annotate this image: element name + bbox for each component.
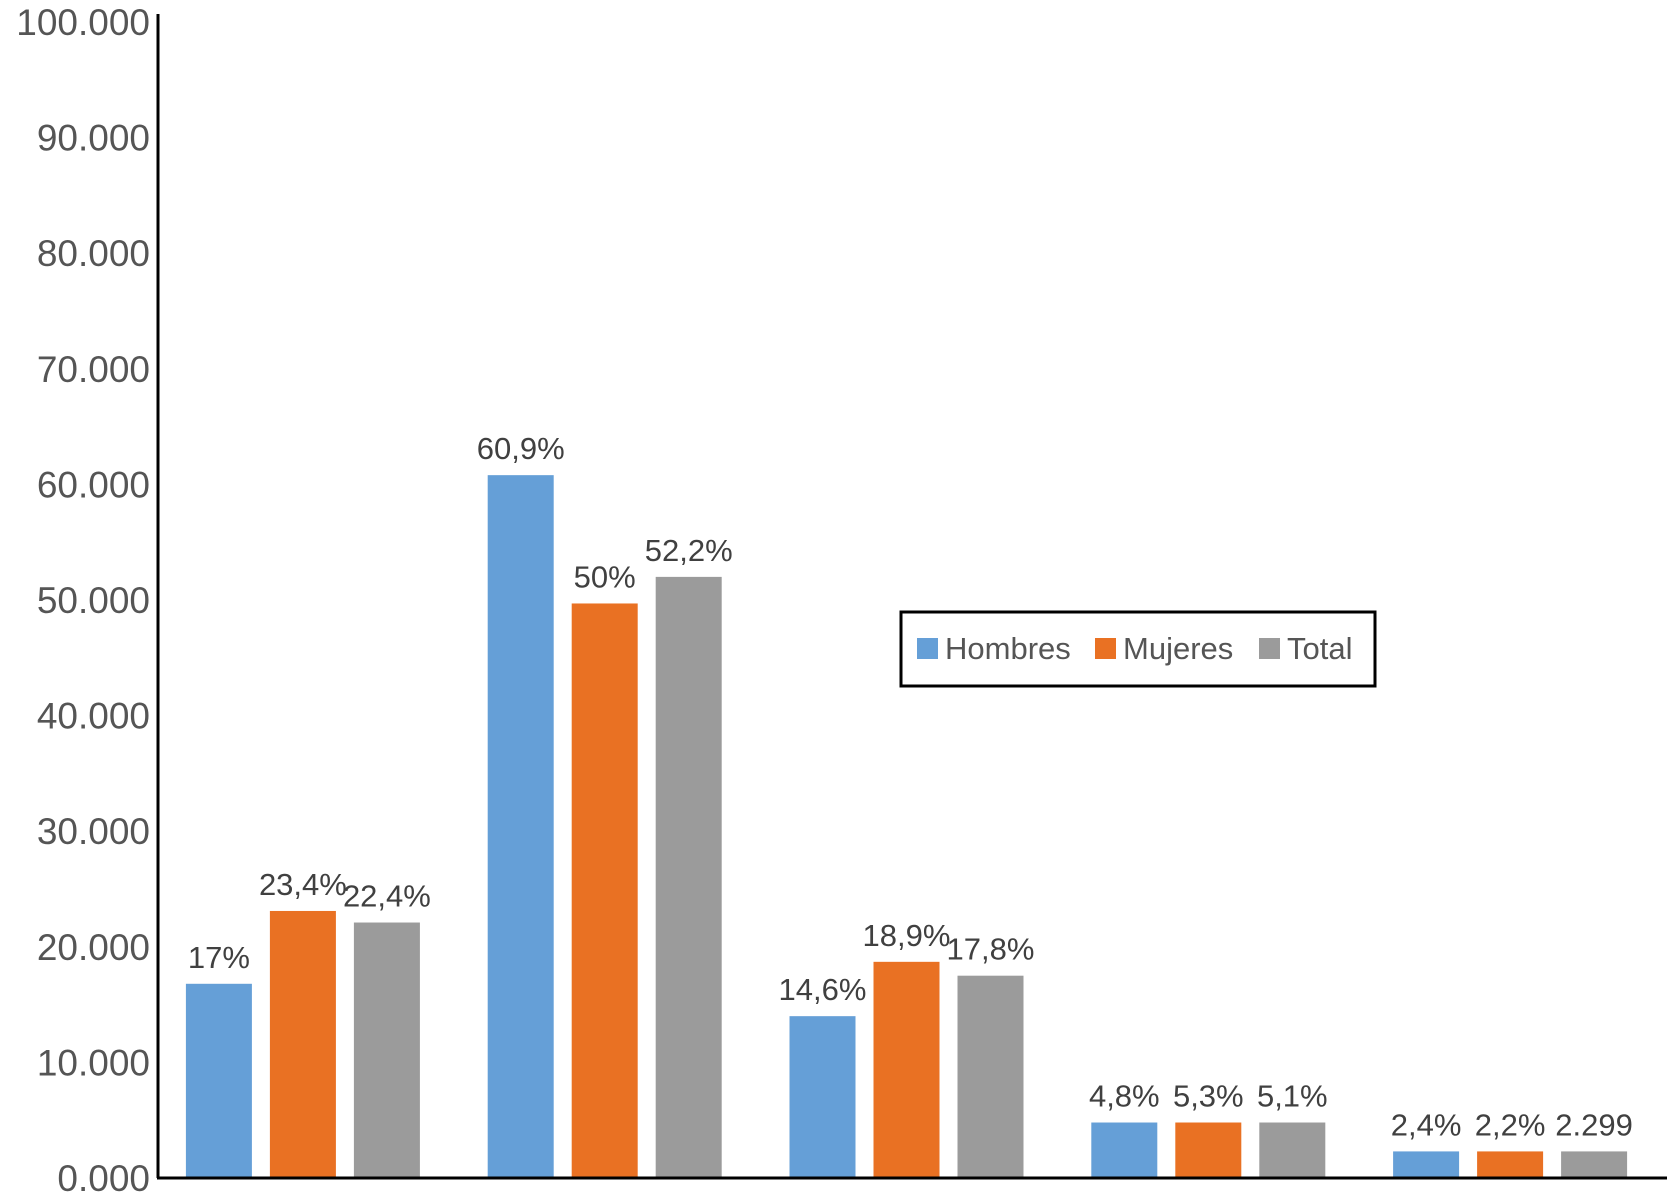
y-tick-label: 90.000 <box>37 118 150 159</box>
legend-label-total: Total <box>1287 631 1352 666</box>
data-label: 5,3% <box>1173 1079 1244 1114</box>
bars <box>185 475 1628 1179</box>
bar-mujeres <box>873 961 940 1178</box>
y-axis-ticks: 0.000 10.000 20.000 30.000 40.000 50.000 60.00… <box>16 2 150 1195</box>
data-label: 5,1% <box>1257 1079 1328 1114</box>
legend-box <box>899 610 1377 688</box>
bar-total <box>353 922 420 1178</box>
data-label: 52,2% <box>645 533 733 568</box>
data-label: 17% <box>188 940 250 975</box>
legend-swatch-mujeres <box>1095 638 1116 659</box>
data-label: 14,6% <box>779 972 867 1007</box>
legend: Hombres Mujeres Total <box>899 610 1377 688</box>
bar-total <box>957 975 1024 1178</box>
bar-hombres <box>487 475 554 1179</box>
data-label: 22,4% <box>343 879 431 914</box>
data-label: 18,9% <box>863 918 951 953</box>
y-tick-label: 60.000 <box>37 464 150 505</box>
y-tick-label: 30.000 <box>37 811 150 852</box>
legend-swatch-total <box>1259 638 1280 659</box>
bar-total <box>1259 1122 1326 1178</box>
bar-mujeres <box>269 910 336 1178</box>
data-label: 17,8% <box>947 932 1035 967</box>
y-tick-label: 100.000 <box>16 2 150 43</box>
y-tick-label: 80.000 <box>37 233 150 274</box>
bar-total <box>655 576 722 1178</box>
data-label: 60,9% <box>477 431 565 466</box>
data-label: 4,8% <box>1089 1079 1160 1114</box>
bar-total <box>1561 1151 1628 1178</box>
y-tick-label: 50.000 <box>37 580 150 621</box>
bar-hombres <box>1091 1122 1158 1178</box>
legend-swatch-hombres <box>917 638 938 659</box>
data-label: 2,4% <box>1391 1107 1462 1142</box>
bar-hombres <box>789 1016 856 1178</box>
legend-label-hombres: Hombres <box>945 631 1071 666</box>
bar-mujeres <box>1477 1151 1544 1178</box>
y-tick-label: 10.000 <box>37 1042 150 1083</box>
data-labels: 17% 23,4%22,4% 60,9% 50% 52,2% 14,6% 18,9%17,8… <box>188 431 1633 1142</box>
y-tick-label: 20.000 <box>37 927 150 968</box>
bar-mujeres <box>1175 1122 1242 1178</box>
y-tick-label: 40.000 <box>37 696 150 737</box>
data-label: 50% <box>574 559 636 594</box>
legend-label-mujeres: Mujeres <box>1123 631 1233 666</box>
bar-mujeres <box>571 603 638 1178</box>
bar-hombres <box>1393 1151 1460 1178</box>
data-label: 23,4% <box>259 867 347 902</box>
data-label: 2,2% <box>1475 1107 1546 1142</box>
bar-hombres <box>185 983 252 1178</box>
y-tick-label: 0.000 <box>57 1158 150 1195</box>
data-label: 2.299 <box>1555 1107 1633 1142</box>
y-tick-label: 70.000 <box>37 349 150 390</box>
